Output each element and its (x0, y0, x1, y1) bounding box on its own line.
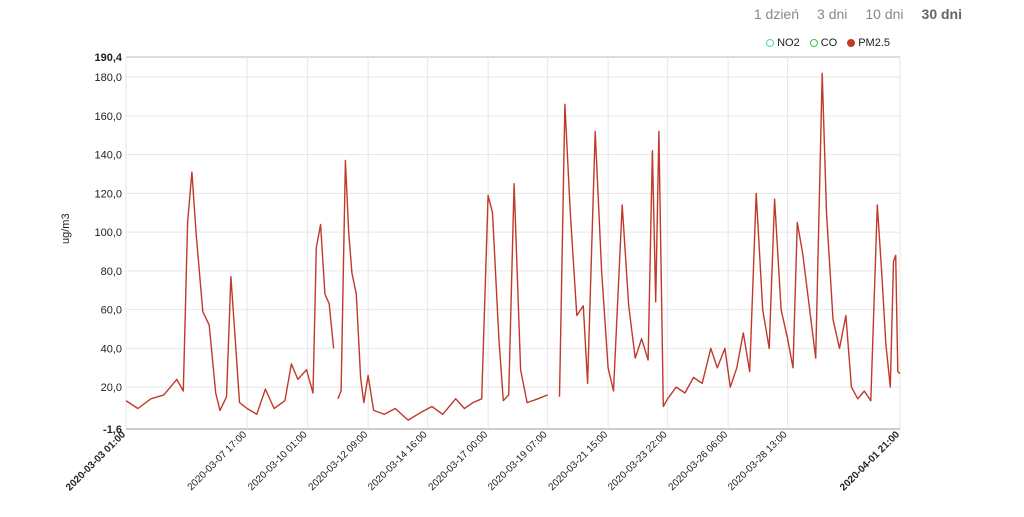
x-tick-label: 2020-03-21 15:00 (547, 429, 611, 493)
legend-label-co: CO (820, 37, 838, 49)
x-tick-label: 2020-03-26 06:00 (667, 429, 731, 493)
y-tick-label: 60,0 (101, 305, 122, 317)
x-tick-label: 2020-03-03 01:00 (64, 429, 128, 493)
series-line-pm25 (125, 72, 901, 421)
chart-series (125, 72, 901, 421)
range-tab-30-days[interactable]: 30 dni (921, 6, 962, 22)
range-tab-1-day[interactable]: 1 dzień (753, 6, 800, 22)
y-tick-label: 100,0 (94, 227, 122, 239)
y-tick-label: 120,0 (94, 188, 122, 200)
x-tick-label: 2020-03-12 09:00 (307, 429, 371, 493)
range-tab-3-days[interactable]: 3 dni (817, 6, 848, 22)
y-tick-label: 190,4 (94, 52, 122, 64)
legend-marker-co (809, 39, 818, 47)
range-tab-10-days[interactable]: 10 dni (865, 6, 904, 22)
x-tick-label: 2020-03-07 17:00 (186, 429, 250, 493)
x-tick-label: 2020-03-19 07:00 (486, 429, 550, 493)
x-axis-ticks: 2020-03-03 01:00 2020-03-07 17:002020-03-… (64, 429, 902, 493)
y-axis-ticks: -1,6 20,0 40,0 60,0 80,0 100,0 120,0 140,0 160,0… (94, 52, 122, 436)
legend-item-pm25[interactable]: PM2.5 (847, 37, 890, 49)
y-tick-label: 180,0 (94, 72, 122, 84)
legend-marker-pm25 (847, 39, 856, 47)
range-tabs: 1 dzień 3 dni 10 dni 30 dni (754, 6, 962, 22)
x-tick-label: 2020-04-01 21:00 (838, 429, 902, 493)
chart-legend: NO2 CO PM2.5 (766, 37, 890, 49)
y-tick-label: 160,0 (94, 111, 122, 123)
legend-marker-no2 (766, 39, 775, 47)
y-tick-label: 80,0 (101, 266, 122, 278)
legend-item-co[interactable]: CO (809, 37, 838, 49)
x-tick-label: 2020-03-23 22:00 (606, 429, 670, 493)
x-tick-label: 2020-03-28 13:00 (726, 429, 790, 493)
y-tick-label: 140,0 (94, 150, 122, 162)
x-tick-label: 2020-03-10 01:00 (246, 429, 310, 493)
y-tick-label: -1,6 (103, 424, 122, 436)
legend-label-no2: NO2 (777, 37, 800, 49)
y-tick-label: 20,0 (101, 382, 122, 394)
legend-item-no2[interactable]: NO2 (766, 37, 800, 49)
chart-grid (125, 56, 901, 430)
x-tick-label: 2020-03-17 00:00 (427, 429, 491, 493)
x-tick-label: 2020-03-14 16:00 (366, 429, 430, 493)
y-tick-label: 40,0 (101, 343, 122, 355)
legend-label-pm25: PM2.5 (858, 37, 890, 49)
